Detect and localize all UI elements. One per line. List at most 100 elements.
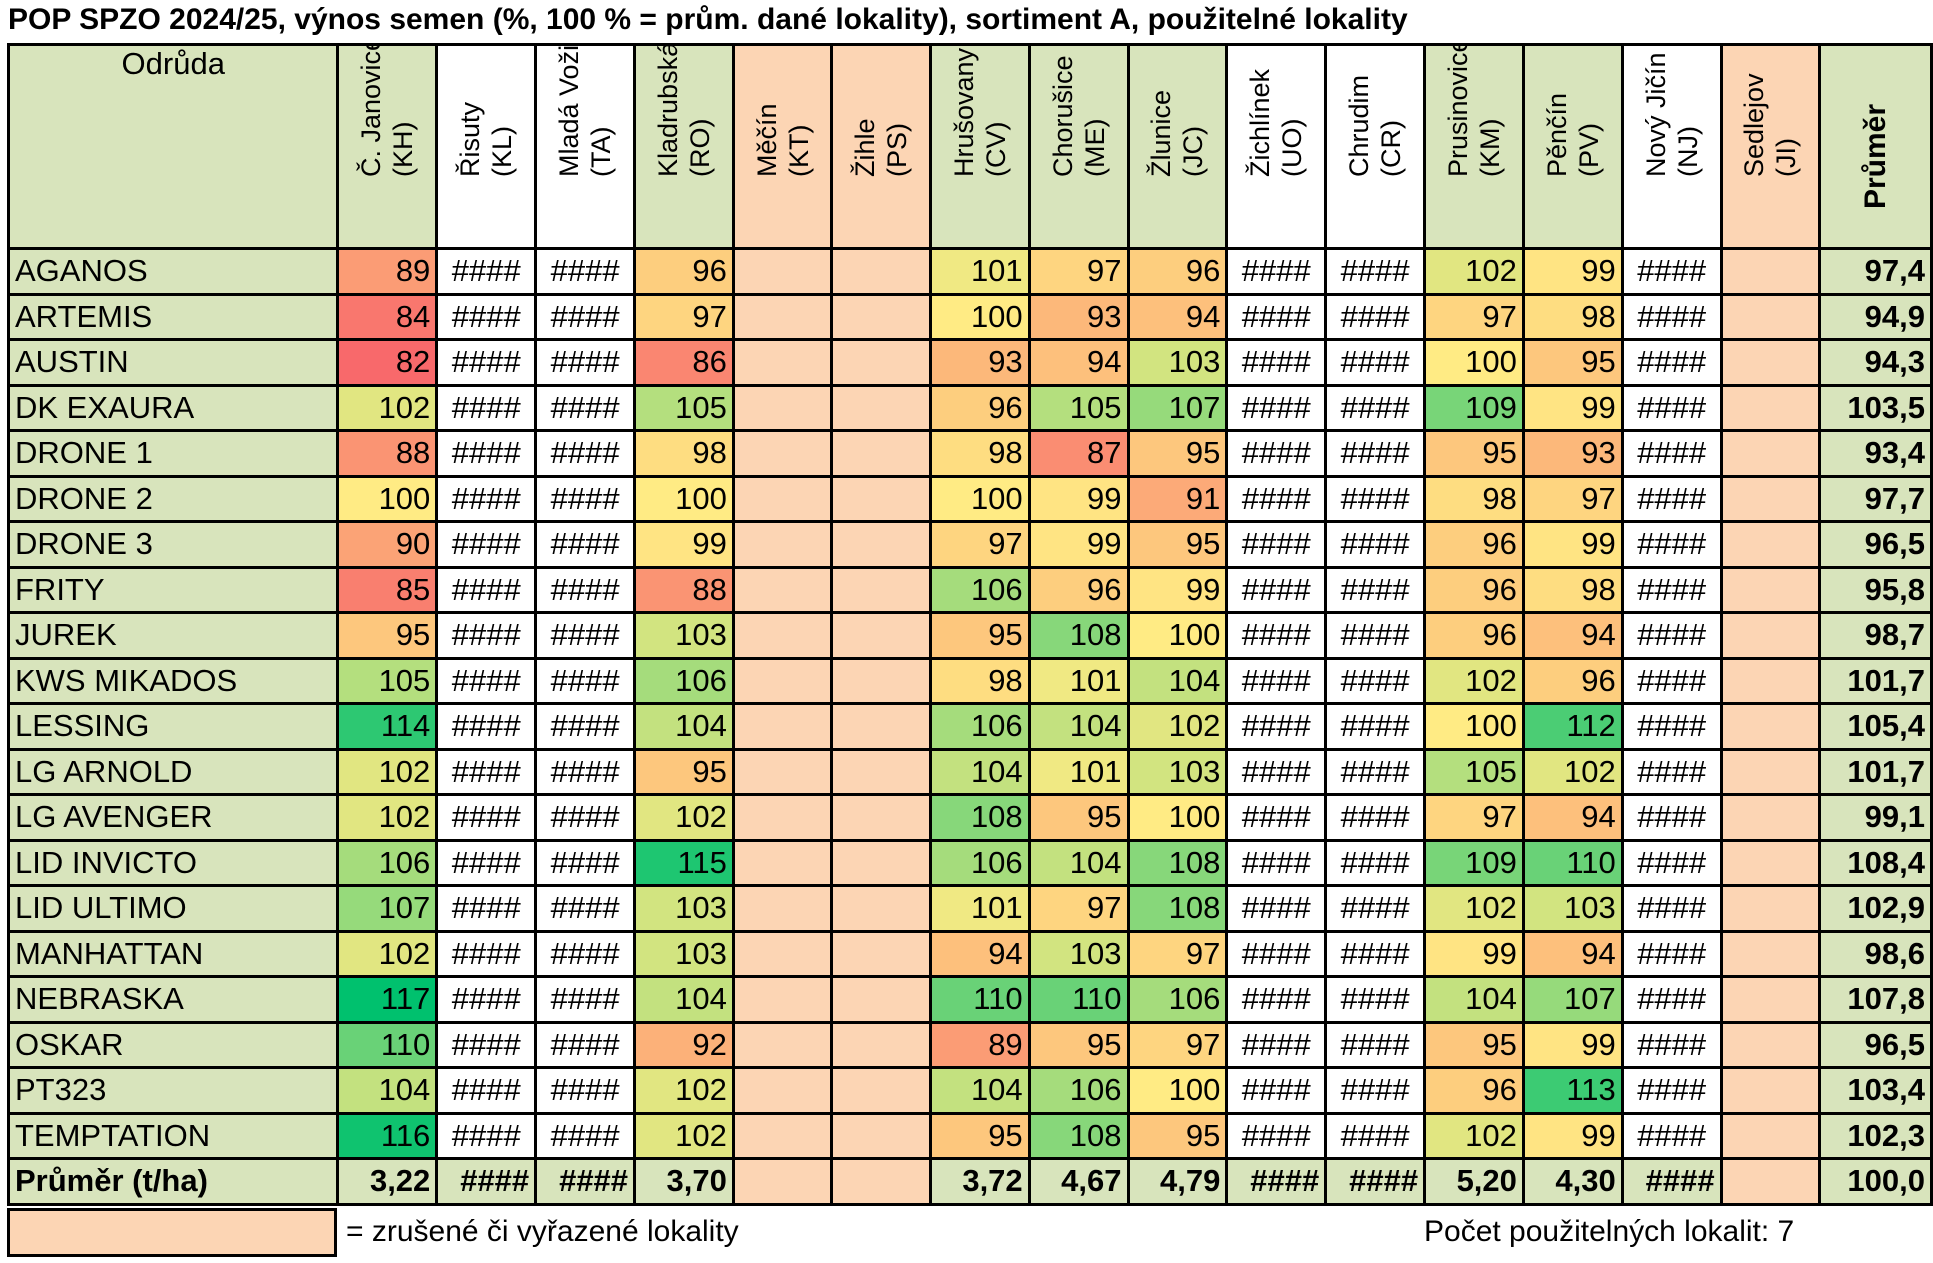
location-code: (UO) [1277, 118, 1308, 177]
location-code: (NJ) [1672, 126, 1703, 177]
table-title: POP SPZO 2024/25, výnos semen (%, 100 % … [8, 3, 1408, 36]
table-cell: 97 [1521, 474, 1624, 523]
table-cell: #### [1324, 292, 1427, 341]
table-row: OSKAR 110 #### #### 92 89 95 97 #### #### 95 99 ####… [6, 1020, 1933, 1069]
header-average-label: Průměr [1858, 103, 1892, 209]
location-code: (PS) [882, 123, 913, 177]
table-cell: 100 [928, 474, 1031, 523]
header-variety: Odrůda [6, 43, 340, 250]
total-label: Průměr (t/ha) [6, 1157, 340, 1206]
table-cell: 96 [928, 383, 1031, 432]
table-cell: #### [1225, 520, 1328, 569]
table-cell: #### [1620, 1066, 1723, 1115]
table-row: LESSING 114 #### #### 104 106 104 102 #### #### 10… [6, 702, 1933, 751]
location-name: Žlunice [1146, 89, 1177, 177]
table-cell: #### [435, 611, 538, 660]
table-cell [830, 474, 932, 523]
table-cell: 107 [336, 884, 439, 933]
table-cell: #### [534, 247, 637, 296]
location-count: Počet použitelných lokalit: 7 [1424, 1215, 1795, 1248]
table-cell [1719, 1157, 1822, 1206]
table-cell: 104 [1423, 975, 1525, 1024]
table-cell: #### [435, 247, 538, 296]
table-cell: 100 [1423, 702, 1525, 751]
table-cell: #### [1324, 702, 1427, 751]
table-cell [1719, 292, 1822, 341]
variety-name: AGANOS [6, 247, 340, 296]
table-cell: 101 [928, 247, 1031, 296]
table-cell: #### [1225, 702, 1328, 751]
table-cell: 108 [928, 793, 1031, 842]
table-cell [830, 975, 932, 1024]
table-cell: #### [435, 1111, 538, 1160]
table-cell: 4,67 [1027, 1157, 1130, 1206]
table-cell: 103 [633, 929, 735, 978]
header-location: Měčín (KT) [731, 43, 834, 250]
row-average: 94,3 [1818, 338, 1933, 387]
table-cell: 89 [336, 247, 439, 296]
table-cell: 110 [928, 975, 1031, 1024]
row-average: 95,8 [1818, 565, 1933, 614]
header-location: Prusinovice (KM) [1423, 43, 1525, 250]
table-cell: #### [1324, 884, 1427, 933]
table-cell: 88 [633, 565, 735, 614]
variety-name: AUSTIN [6, 338, 340, 387]
table-row: JUREK 95 #### #### 103 95 108 100 #### #### 96 94 ##… [6, 611, 1933, 660]
table-cell: #### [1324, 747, 1427, 796]
row-average: 93,4 [1818, 429, 1933, 478]
table-cell: #### [1620, 702, 1723, 751]
variety-name: OSKAR [6, 1020, 340, 1069]
table-cell [731, 338, 834, 387]
table-cell: 110 [1521, 838, 1624, 887]
table-row: DK EXAURA 102 #### #### 105 96 105 107 #### #### 1… [6, 383, 1933, 432]
table-cell: 4,30 [1521, 1157, 1624, 1206]
table-cell: 105 [1027, 383, 1130, 432]
row-average: 99,1 [1818, 793, 1933, 842]
yield-table: Odrůda Č. Janovice (KH) Řisuty (KL) Mladá Vo… [6, 43, 1933, 1206]
table-cell: 101 [1027, 747, 1130, 796]
table-cell: #### [1620, 520, 1723, 569]
table-cell [731, 429, 834, 478]
table-cell: #### [1324, 929, 1427, 978]
table-row: AUSTIN 82 #### #### 86 93 94 103 #### #### 100 95 ##… [6, 338, 1933, 387]
variety-name: TEMPTATION [6, 1111, 340, 1160]
table-cell: 104 [928, 747, 1031, 796]
variety-name: DRONE 2 [6, 474, 340, 523]
location-code: (KH) [388, 121, 419, 178]
variety-name: LESSING [6, 702, 340, 751]
table-cell: 105 [336, 656, 439, 705]
table-cell: #### [1620, 793, 1723, 842]
header-location: Kladrubská (RO) [633, 43, 735, 250]
table-cell: #### [1324, 383, 1427, 432]
table-cell: 3,22 [336, 1157, 439, 1206]
table-cell [830, 929, 932, 978]
legend-text: = zrušené či vyřazené lokality [346, 1215, 739, 1248]
table-cell: #### [1620, 747, 1723, 796]
table-row: NEBRASKA 117 #### #### 104 110 110 106 #### #### 1… [6, 975, 1933, 1024]
table-cell: 104 [1027, 838, 1130, 887]
table-cell: 100 [1126, 611, 1229, 660]
table-cell: 95 [1027, 1020, 1130, 1069]
row-average: 94,9 [1818, 292, 1933, 341]
table-cell: #### [534, 929, 637, 978]
variety-name: KWS MIKADOS [6, 656, 340, 705]
table-cell: #### [534, 793, 637, 842]
total-row: Průměr (t/ha) 3,22 #### #### 3,70 3,72 4,67 4,7… [6, 1157, 1933, 1206]
header-location: Č. Janovice (KH) [336, 43, 439, 250]
table-cell: #### [534, 1111, 637, 1160]
table-cell: 97 [1027, 247, 1130, 296]
table-cell: #### [435, 656, 538, 705]
table-cell: #### [534, 1157, 637, 1206]
table-cell: 98 [1521, 565, 1624, 614]
table-cell: #### [1225, 338, 1328, 387]
table-cell: 95 [633, 747, 735, 796]
row-average: 105,4 [1818, 702, 1933, 751]
table-cell: #### [1324, 247, 1427, 296]
table-cell: 99 [1126, 565, 1229, 614]
table-cell: #### [435, 929, 538, 978]
table-cell: 107 [1521, 975, 1624, 1024]
table-cell: #### [1324, 838, 1427, 887]
location-name: Chrudim [1344, 74, 1375, 177]
table-cell: #### [435, 520, 538, 569]
table-cell [1719, 338, 1822, 387]
